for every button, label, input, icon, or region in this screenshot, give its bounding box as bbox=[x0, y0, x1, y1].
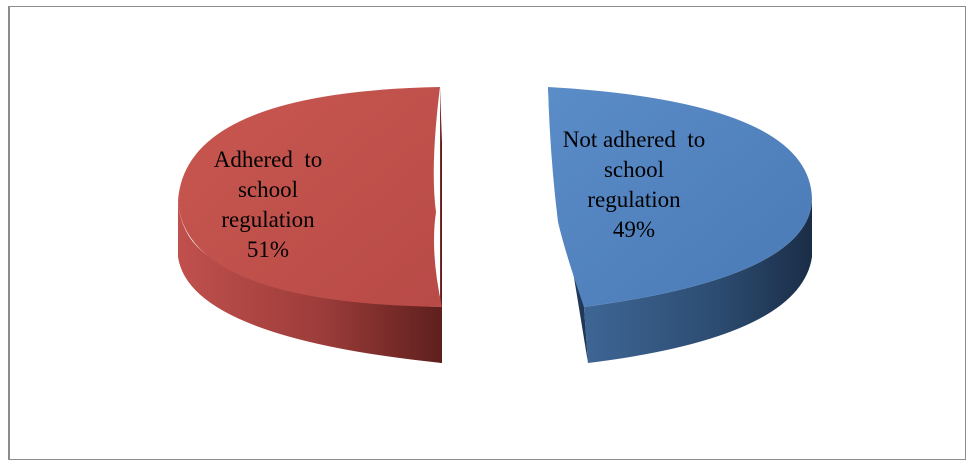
slice-label-line: regulation bbox=[221, 207, 315, 232]
chart-frame: Adhered to school regulation 51% Not adhere… bbox=[8, 6, 966, 460]
slice-label-line: regulation bbox=[587, 187, 681, 212]
slice-label-line: Not adhered to bbox=[563, 127, 705, 152]
slice-label-line: 49% bbox=[613, 217, 655, 242]
slice-label-adhered: Adhered to school regulation 51% bbox=[214, 147, 323, 262]
slice-not-adhered-side bbox=[584, 199, 812, 363]
slice-adhered-side-lower bbox=[178, 201, 442, 363]
slice-label-line: 51% bbox=[247, 237, 289, 262]
slice-adhered bbox=[178, 87, 442, 363]
slice-label-line: school bbox=[604, 157, 664, 182]
slice-not-adhered bbox=[548, 87, 812, 363]
slice-label-not-adhered: Not adhered to school regulation 49% bbox=[563, 127, 705, 242]
pie-chart: Adhered to school regulation 51% Not adhere… bbox=[178, 87, 812, 363]
slice-label-line: school bbox=[238, 177, 298, 202]
slice-adhered-cut-face bbox=[440, 87, 442, 363]
slice-adhered-top bbox=[178, 87, 442, 307]
slice-label-line: Adhered to bbox=[214, 147, 323, 172]
slice-not-adhered-top bbox=[548, 87, 812, 307]
